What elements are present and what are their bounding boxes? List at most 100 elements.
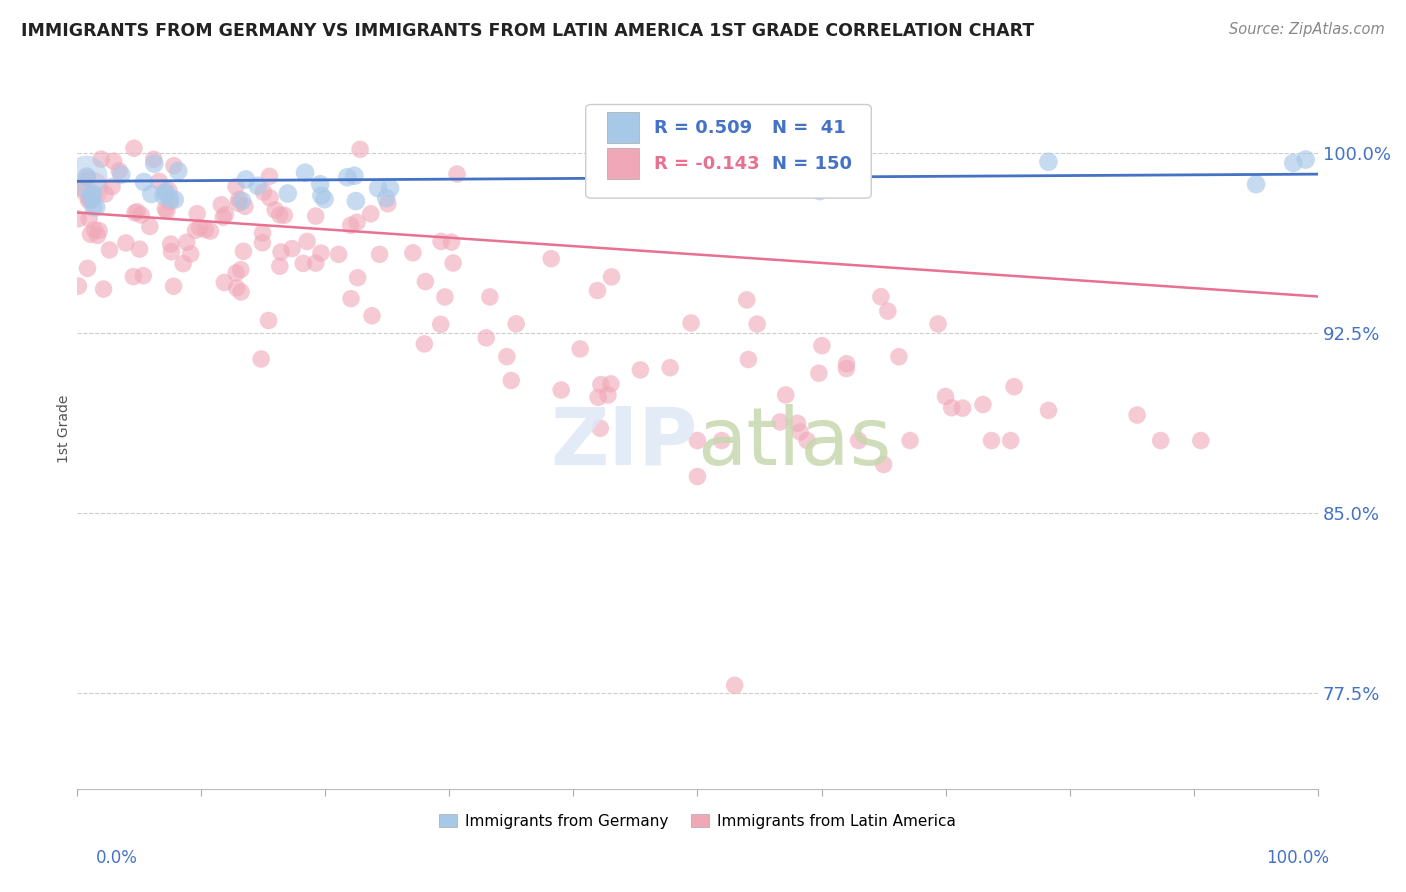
Point xyxy=(758,173,780,187)
Point xyxy=(269,208,291,222)
Text: atlas: atlas xyxy=(697,404,891,482)
Point xyxy=(122,141,145,155)
Point xyxy=(848,434,870,448)
Point xyxy=(1000,434,1022,448)
Point xyxy=(124,206,146,220)
Point xyxy=(225,281,247,295)
Point xyxy=(972,398,994,412)
Point xyxy=(586,284,609,298)
Point xyxy=(209,198,232,212)
Point xyxy=(343,169,366,183)
Point xyxy=(82,186,104,201)
Point xyxy=(340,292,363,306)
Point xyxy=(252,235,274,250)
Point xyxy=(155,186,177,201)
Point xyxy=(898,434,921,448)
Point xyxy=(681,316,703,330)
Text: N =  41: N = 41 xyxy=(772,120,845,137)
Point xyxy=(163,159,186,173)
Point xyxy=(101,179,124,194)
Point xyxy=(589,421,612,435)
Text: ZIP: ZIP xyxy=(550,404,697,482)
Point xyxy=(769,415,792,429)
Point xyxy=(142,153,165,167)
Point xyxy=(440,235,463,249)
Point xyxy=(156,203,179,218)
Text: R = -0.143: R = -0.143 xyxy=(654,155,759,173)
Point xyxy=(129,208,152,222)
Point xyxy=(378,181,401,195)
Point xyxy=(927,317,949,331)
Point xyxy=(157,184,180,198)
Point xyxy=(212,211,235,225)
Point xyxy=(162,279,184,293)
Point xyxy=(807,366,830,380)
Point xyxy=(495,350,517,364)
Point xyxy=(980,434,1002,448)
Point xyxy=(155,185,177,199)
Point xyxy=(844,166,866,180)
Point xyxy=(115,235,138,250)
Point xyxy=(270,244,292,259)
Point xyxy=(79,227,101,242)
Point xyxy=(90,152,112,166)
Text: 0.0%: 0.0% xyxy=(96,849,138,867)
Point xyxy=(724,678,747,692)
Point xyxy=(225,266,247,280)
Point xyxy=(870,290,893,304)
Point xyxy=(214,276,236,290)
Y-axis label: 1st Grade: 1st Grade xyxy=(58,394,72,463)
Point xyxy=(433,290,456,304)
Point xyxy=(122,269,145,284)
Point xyxy=(441,256,464,270)
Point xyxy=(281,242,304,256)
Point xyxy=(159,194,181,209)
Point xyxy=(110,168,132,182)
Point xyxy=(686,469,709,483)
Point xyxy=(87,224,110,238)
Point xyxy=(233,199,256,213)
Point xyxy=(550,383,572,397)
Point xyxy=(786,417,808,431)
Point xyxy=(344,194,367,208)
Point xyxy=(1038,403,1060,417)
Point xyxy=(628,363,651,377)
Point xyxy=(86,228,108,243)
Point xyxy=(375,191,398,205)
Point xyxy=(360,207,382,221)
Point xyxy=(887,350,910,364)
Point xyxy=(311,188,333,202)
Point xyxy=(128,242,150,256)
Point xyxy=(228,193,250,207)
Point xyxy=(600,376,623,391)
Point xyxy=(835,357,858,371)
Point xyxy=(1150,434,1173,448)
Point xyxy=(76,169,98,184)
Point xyxy=(252,185,274,199)
Point xyxy=(103,154,125,169)
Point xyxy=(67,279,90,293)
Point xyxy=(377,196,399,211)
Point xyxy=(737,352,759,367)
Text: IMMIGRANTS FROM GERMANY VS IMMIGRANTS FROM LATIN AMERICA 1ST GRADE CORRELATION C: IMMIGRANTS FROM GERMANY VS IMMIGRANTS FR… xyxy=(21,22,1035,40)
Point xyxy=(232,244,254,259)
Point xyxy=(231,194,253,208)
Point xyxy=(1002,379,1025,393)
Point xyxy=(808,184,831,198)
Point xyxy=(259,169,281,184)
Legend: Immigrants from Germany, Immigrants from Latin America: Immigrants from Germany, Immigrants from… xyxy=(433,807,962,835)
Point xyxy=(172,257,194,271)
Point xyxy=(361,309,384,323)
Point xyxy=(349,142,371,156)
Point xyxy=(368,247,391,261)
Point xyxy=(596,388,619,402)
Point xyxy=(155,202,177,216)
Point xyxy=(314,192,336,206)
Point xyxy=(229,285,252,299)
Point xyxy=(690,173,713,187)
Point xyxy=(367,181,389,195)
FancyBboxPatch shape xyxy=(586,104,872,198)
Point xyxy=(152,188,174,202)
Point xyxy=(94,187,117,202)
Point xyxy=(163,193,186,207)
